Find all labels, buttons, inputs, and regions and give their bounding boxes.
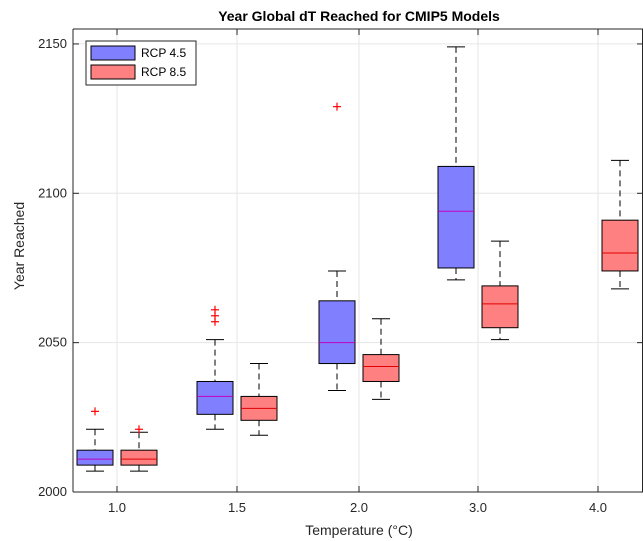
grid-layer xyxy=(73,29,643,493)
y-tick-label: 2000 xyxy=(38,484,67,499)
y-tick-label: 2100 xyxy=(38,185,67,200)
x-tick-label: 2.0 xyxy=(350,500,368,515)
outlier-marker xyxy=(211,305,219,314)
box-1.5 xyxy=(196,380,234,415)
x-tick-label: 1.0 xyxy=(108,500,126,515)
outlier-marker xyxy=(135,425,143,434)
axes-layer: 2000 2050 2100 2150 1.0 1.5 2.0 3.0 4.0 xyxy=(38,28,643,515)
box-3.0 xyxy=(437,165,475,269)
boxes-layer xyxy=(76,46,639,472)
box-1.0 xyxy=(120,449,158,466)
legend-swatch xyxy=(90,45,136,61)
x-tick-label: 4.0 xyxy=(589,500,607,515)
legend-swatch xyxy=(90,64,136,80)
legend-label: RCP 8.5 xyxy=(141,65,186,79)
x-axis-label: Temperature (°C) xyxy=(305,522,413,538)
outlier-marker xyxy=(333,102,341,111)
y-tick-label: 2050 xyxy=(38,335,67,350)
y-tick-label: 2150 xyxy=(38,36,67,51)
box-4.0 xyxy=(601,219,639,272)
box-3.0 xyxy=(481,285,519,329)
y-axis-label: Year Reached xyxy=(11,202,27,290)
legend-label: RCP 4.5 xyxy=(141,46,186,60)
box-2.0 xyxy=(362,354,400,382)
legend: RCP 4.5 RCP 8.5 xyxy=(85,40,197,86)
box-2.0 xyxy=(318,300,356,365)
chart-title: Year Global dT Reached for CMIP5 Models xyxy=(218,8,500,24)
box-1.0 xyxy=(76,449,114,466)
x-tick-label: 3.0 xyxy=(469,500,487,515)
outlier-marker xyxy=(91,407,99,416)
x-tick-label: 1.5 xyxy=(228,500,246,515)
